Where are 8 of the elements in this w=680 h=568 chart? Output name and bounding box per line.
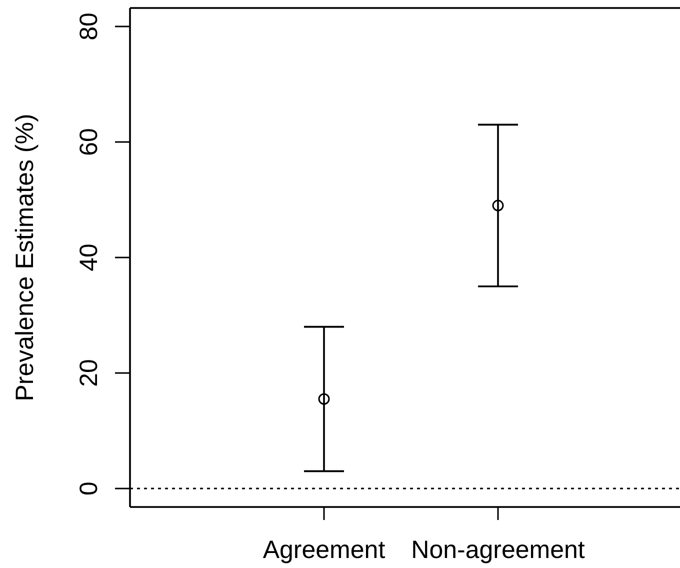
x-tick-label: Non-agreement [411,536,585,564]
y-tick-label: 0 [75,482,103,496]
y-tick-label: 60 [75,128,103,156]
y-tick-label: 40 [75,244,103,272]
x-tick-label: Agreement [262,536,386,564]
y-tick-label: 20 [75,359,103,387]
y-tick-label: 80 [75,12,103,40]
y-axis-title: Prevalence Estimates (%) [11,114,39,402]
